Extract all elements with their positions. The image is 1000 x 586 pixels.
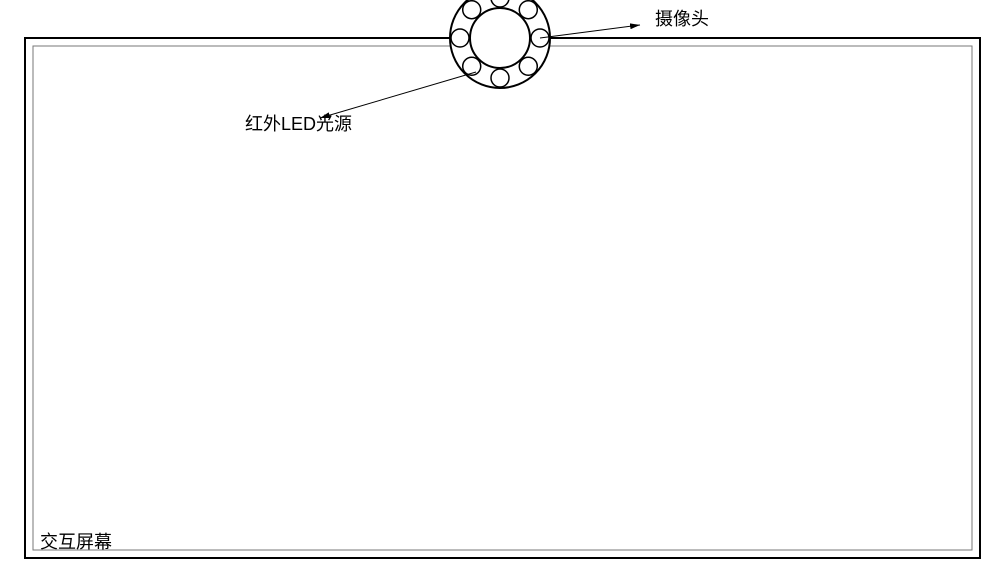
ir-led-icon: [451, 29, 469, 47]
ir-led-icon: [519, 1, 537, 19]
ir-led-icon: [463, 57, 481, 75]
label-arrow: [540, 25, 640, 38]
label-arrow: [320, 72, 476, 118]
ir-led-label: 红外LED光源: [245, 114, 352, 134]
camera-label: 摄像头: [655, 9, 709, 29]
diagram-canvas: 摄像头红外LED光源交互屏幕: [0, 0, 1000, 586]
ir-led-icon: [519, 57, 537, 75]
interactive-screen-inner: [33, 46, 972, 550]
ir-led-icon: [463, 1, 481, 19]
camera-lens-icon: [470, 8, 530, 68]
interactive-screen-outer: [25, 38, 980, 558]
ir-led-icon: [491, 69, 509, 87]
screen-label: 交互屏幕: [40, 532, 112, 552]
